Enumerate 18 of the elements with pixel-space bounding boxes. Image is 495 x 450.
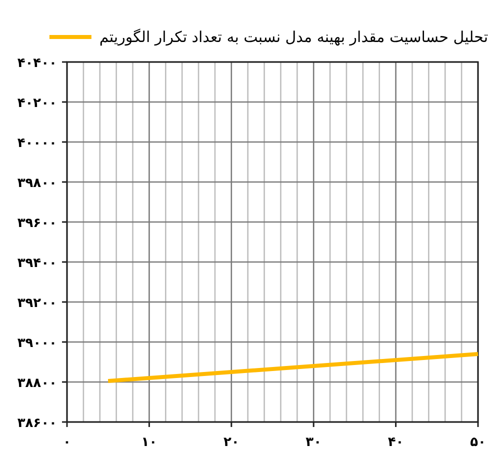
y-tick-label: ۳۹۲۰۰ [17, 296, 57, 311]
x-tick-label: ۵۰ [470, 435, 486, 450]
y-tick-label: ۳۹۰۰۰ [17, 336, 57, 351]
y-tick-label: ۳۸۸۰۰ [17, 376, 57, 391]
x-tick-label: ۰ [63, 435, 71, 450]
y-tick-label: ۳۹۸۰۰ [17, 176, 57, 191]
y-tick-label: ۴۰۲۰۰ [17, 96, 57, 111]
x-tick-label: ۲۰ [223, 435, 240, 450]
y-tick-label: ۳۸۶۰۰ [17, 416, 57, 431]
x-tick-label: ۱۰ [141, 435, 158, 450]
y-tick-label: ۳۹۴۰۰ [17, 256, 57, 271]
x-tick-label: ۳۰ [306, 435, 322, 450]
line-series [106, 352, 480, 383]
y-tick-label: ۴۰۴۰۰ [17, 56, 57, 71]
y-tick-label: ۳۹۶۰۰ [17, 216, 57, 231]
legend-label: تحلیل حساسیت مقدار بهینه مدل نسبت به تعداد تکرار الگوریتم [99, 28, 488, 46]
x-tick-label: ۴۰ [388, 435, 404, 450]
y-tick-label: ۴۰۰۰۰ [17, 136, 57, 151]
